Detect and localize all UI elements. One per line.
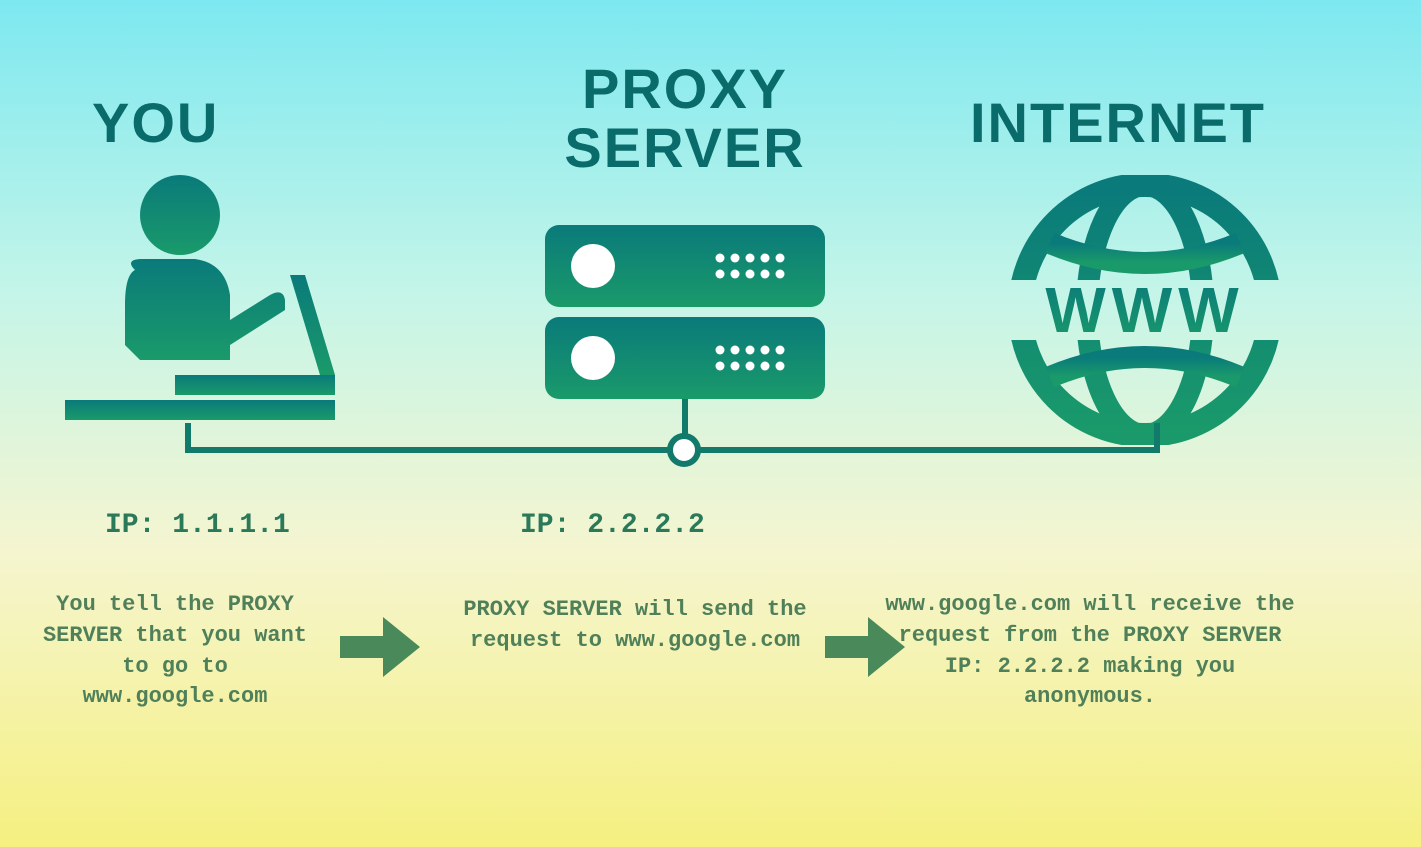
www-text: WWW xyxy=(1045,274,1244,346)
ip-proxy-label: IP: 2.2.2.2 xyxy=(520,510,705,541)
description-proxy: PROXY SERVER will send the request to ww… xyxy=(445,595,825,657)
internet-globe-icon: WWW xyxy=(1000,175,1290,450)
heading-you: YOU xyxy=(92,90,219,155)
arrow-right-icon xyxy=(335,612,425,687)
heading-internet: INTERNET xyxy=(970,90,1266,155)
description-internet: www.google.com will receive the request … xyxy=(880,590,1300,713)
server-rack-icon xyxy=(545,225,825,450)
connector-line xyxy=(185,420,1160,470)
user-at-laptop-icon xyxy=(65,175,335,430)
ip-you-label: IP: 1.1.1.1 xyxy=(105,510,290,541)
arrow-right-icon xyxy=(820,612,910,687)
heading-proxy: PROXY SERVER xyxy=(555,60,815,178)
description-you: You tell the PROXY SERVER that you want … xyxy=(35,590,315,713)
